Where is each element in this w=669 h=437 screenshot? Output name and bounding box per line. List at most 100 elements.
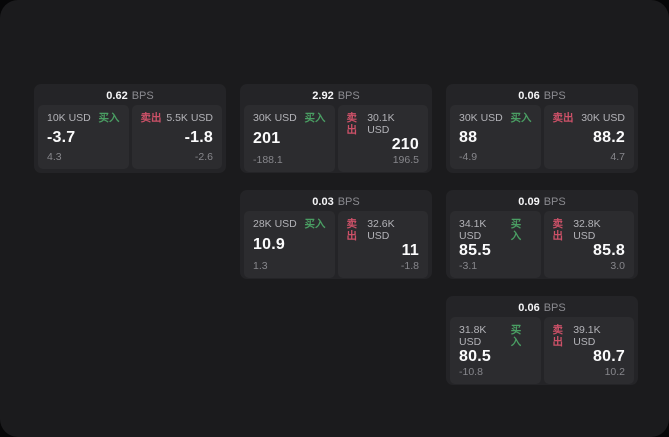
- sell-side-label[interactable]: 卖出: [140, 112, 162, 124]
- quote-card: 2.92 BPS 30K USD 买入 201 -188.1 卖出 30.1K …: [240, 84, 432, 173]
- sell-quote-tile[interactable]: 卖出 39.1K USD 80.7 10.2: [543, 317, 634, 384]
- bps-value: 0.06: [518, 302, 540, 314]
- quote-tiles: 28K USD 买入 10.9 1.3 卖出 32.6K USD 11 -1.8: [244, 211, 428, 278]
- buy-sub-value: 1.3: [253, 260, 268, 272]
- sell-quote-tile[interactable]: 卖出 30K USD 88.2 4.7: [543, 105, 634, 169]
- sell-amount: 30K USD: [581, 112, 625, 124]
- buy-side-label[interactable]: 买入: [510, 112, 532, 124]
- sell-price: 88.2: [593, 128, 625, 146]
- buy-quote-tile[interactable]: 31.8K USD 买入 80.5 -10.8: [450, 317, 541, 384]
- bps-header: 0.06 BPS: [450, 88, 634, 105]
- quote-tiles: 31.8K USD 买入 80.5 -10.8 卖出 39.1K USD 80.…: [450, 317, 634, 384]
- bps-value: 0.09: [518, 196, 540, 208]
- bps-value: 0.03: [312, 196, 334, 208]
- buy-tile-header: 30K USD 买入: [459, 112, 532, 124]
- bps-header: 0.06 BPS: [450, 300, 634, 317]
- buy-tile-header: 28K USD 买入: [253, 218, 326, 230]
- quote-card: 0.09 BPS 34.1K USD 买入 85.5 -3.1 卖出 32.8K…: [446, 190, 638, 279]
- sell-tile-header: 卖出 30.1K USD: [347, 112, 420, 136]
- bps-unit-label: BPS: [543, 90, 566, 102]
- sell-price: 85.8: [593, 242, 625, 259]
- sell-side-label[interactable]: 卖出: [552, 112, 574, 124]
- bps-unit-label: BPS: [337, 90, 360, 102]
- sell-sub-value: 10.2: [604, 366, 625, 378]
- quote-tiles: 34.1K USD 买入 85.5 -3.1 卖出 32.8K USD 85.8…: [450, 211, 634, 278]
- bps-unit-label: BPS: [543, 302, 566, 314]
- sell-amount: 39.1K USD: [573, 324, 601, 348]
- bps-header: 2.92 BPS: [244, 88, 428, 105]
- buy-amount: 34.1K USD: [459, 218, 487, 242]
- sell-price: -1.8: [184, 128, 213, 146]
- sell-sub-value: -2.6: [194, 151, 213, 163]
- bps-unit-label: BPS: [337, 196, 360, 208]
- sell-side-label[interactable]: 卖出: [552, 324, 564, 348]
- bps-value: 2.92: [312, 90, 334, 102]
- bps-unit-label: BPS: [131, 90, 154, 102]
- bps-header: 0.62 BPS: [38, 88, 222, 105]
- sell-side-label[interactable]: 卖出: [552, 218, 564, 242]
- quote-card: 0.06 BPS 31.8K USD 买入 80.5 -10.8 卖出 39.1…: [446, 296, 638, 385]
- buy-side-label[interactable]: 买入: [304, 218, 326, 230]
- buy-amount: 31.8K USD: [459, 324, 487, 348]
- buy-amount: 28K USD: [253, 218, 297, 230]
- sell-amount: 5.5K USD: [166, 112, 213, 124]
- quote-tiles: 30K USD 买入 88 -4.9 卖出 30K USD 88.2 4.7: [450, 105, 634, 169]
- bps-value: 0.06: [518, 90, 540, 102]
- sell-tile-header: 卖出 30K USD: [553, 112, 626, 124]
- quote-tiles: 10K USD 买入 -3.7 4.3 卖出 5.5K USD -1.8 -2.…: [38, 105, 222, 169]
- quote-card: 0.06 BPS 30K USD 买入 88 -4.9 卖出 30K USD 8…: [446, 84, 638, 173]
- buy-tile-header: 10K USD 买入: [47, 112, 120, 124]
- sell-amount: 32.6K USD: [367, 218, 395, 242]
- buy-price: 80.5: [459, 348, 491, 365]
- sell-tile-header: 卖出 32.6K USD: [347, 218, 420, 242]
- buy-side-label[interactable]: 买入: [510, 218, 522, 242]
- quote-card: 0.62 BPS 10K USD 买入 -3.7 4.3 卖出 5.5K USD…: [34, 84, 226, 173]
- buy-price: 85.5: [459, 242, 491, 259]
- buy-quote-tile[interactable]: 30K USD 买入 201 -188.1: [244, 105, 335, 172]
- buy-price: -3.7: [47, 128, 76, 146]
- buy-quote-tile[interactable]: 10K USD 买入 -3.7 4.3: [38, 105, 129, 169]
- quote-card: 0.03 BPS 28K USD 买入 10.9 1.3 卖出 32.6K US…: [240, 190, 432, 279]
- buy-quote-tile[interactable]: 30K USD 买入 88 -4.9: [450, 105, 541, 169]
- buy-amount: 10K USD: [47, 112, 91, 124]
- buy-tile-header: 30K USD 买入: [253, 112, 326, 124]
- sell-side-label[interactable]: 卖出: [346, 112, 358, 136]
- sell-quote-tile[interactable]: 卖出 5.5K USD -1.8 -2.6: [131, 105, 222, 169]
- bps-unit-label: BPS: [543, 196, 566, 208]
- buy-price: 88: [459, 128, 478, 146]
- buy-price: 10.9: [253, 236, 285, 253]
- buy-price: 201: [253, 130, 281, 147]
- buy-quote-tile[interactable]: 34.1K USD 买入 85.5 -3.1: [450, 211, 541, 278]
- sell-quote-tile[interactable]: 卖出 32.8K USD 85.8 3.0: [543, 211, 634, 278]
- sell-quote-tile[interactable]: 卖出 32.6K USD 11 -1.8: [337, 211, 428, 278]
- sell-sub-value: 3.0: [610, 260, 625, 272]
- buy-tile-header: 34.1K USD 买入: [459, 218, 532, 242]
- sell-side-label[interactable]: 卖出: [346, 218, 358, 242]
- buy-sub-value: -3.1: [459, 260, 478, 272]
- buy-sub-value: -4.9: [459, 151, 478, 163]
- buy-amount: 30K USD: [459, 112, 503, 124]
- buy-amount: 30K USD: [253, 112, 297, 124]
- sell-price: 11: [401, 242, 419, 259]
- quote-tiles: 30K USD 买入 201 -188.1 卖出 30.1K USD 210 1…: [244, 105, 428, 172]
- sell-sub-value: 196.5: [392, 154, 419, 166]
- sell-price: 80.7: [593, 348, 625, 365]
- buy-side-label[interactable]: 买入: [510, 324, 522, 348]
- buy-side-label[interactable]: 买入: [98, 112, 120, 124]
- buy-side-label[interactable]: 买入: [304, 112, 326, 124]
- sell-tile-header: 卖出 39.1K USD: [553, 324, 626, 348]
- sell-tile-header: 卖出 32.8K USD: [553, 218, 626, 242]
- sell-amount: 32.8K USD: [573, 218, 601, 242]
- bps-header: 0.09 BPS: [450, 194, 634, 211]
- buy-sub-value: -10.8: [459, 366, 483, 378]
- buy-sub-value: 4.3: [47, 151, 62, 163]
- quote-cards-grid: 0.62 BPS 10K USD 买入 -3.7 4.3 卖出 5.5K USD…: [34, 84, 638, 385]
- sell-tile-header: 卖出 5.5K USD: [141, 112, 214, 124]
- buy-quote-tile[interactable]: 28K USD 买入 10.9 1.3: [244, 211, 335, 278]
- sell-sub-value: 4.7: [610, 151, 625, 163]
- sell-sub-value: -1.8: [400, 260, 419, 272]
- sell-amount: 30.1K USD: [367, 112, 395, 136]
- sell-quote-tile[interactable]: 卖出 30.1K USD 210 196.5: [337, 105, 428, 172]
